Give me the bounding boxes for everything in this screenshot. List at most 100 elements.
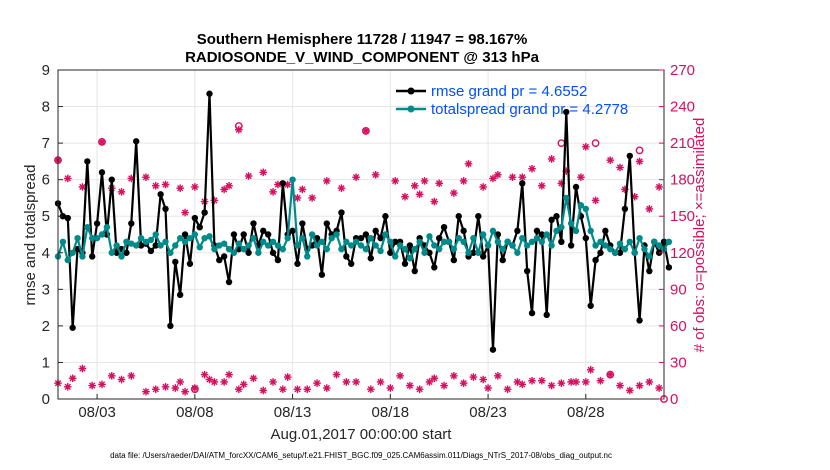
rmse-point [206, 90, 213, 97]
obs-marker-stroke [172, 384, 179, 392]
x-tick-label: 08/28 [567, 404, 605, 421]
obs-marker-stroke [416, 386, 423, 393]
obs-assimilated-marker [293, 385, 302, 394]
rmse-point [69, 324, 76, 331]
obs-assimilated-marker [88, 381, 97, 390]
totalspread-point [528, 238, 536, 246]
plot-frame [57, 69, 665, 400]
rmse-point [93, 220, 101, 227]
obs-marker-stroke [636, 382, 643, 389]
rmse-point [426, 249, 433, 256]
obs-assimilated-marker [142, 387, 150, 396]
rmse-point [137, 242, 145, 249]
y-tick-label: 3 [42, 281, 50, 298]
totalspread-point [616, 240, 624, 247]
rmse-point [665, 264, 673, 271]
obs-marker-stroke [240, 381, 247, 388]
totalspread-point [157, 242, 164, 249]
rmse-point [553, 213, 560, 220]
totalspread-point [626, 238, 633, 246]
totalspread-point [631, 249, 638, 256]
obs-marker-stroke [460, 379, 467, 387]
rmse-point [147, 247, 155, 255]
rmse-point [172, 258, 179, 266]
rmse-point [460, 227, 467, 235]
legend-rmse-label: rmse grand pr = 4.6552 [431, 83, 587, 100]
obs-possible-marker [361, 127, 370, 135]
obs-marker-stroke [162, 383, 169, 390]
obs-marker-stroke [558, 379, 565, 387]
rmse-point [98, 169, 106, 176]
totalspread-point [514, 249, 521, 256]
rmse-point [318, 271, 326, 278]
obs-marker-stroke [431, 198, 438, 205]
totalspread-point [260, 238, 267, 246]
obs-marker-stroke [225, 182, 233, 189]
rmse-point [567, 242, 575, 249]
obs-assimilated-marker [538, 376, 546, 385]
obs-assimilated-marker [425, 378, 434, 386]
totalspread-point [504, 238, 511, 246]
rmse-point [626, 152, 633, 160]
totalspread-point [206, 233, 213, 240]
totalspread-point [162, 238, 169, 246]
footnote: data file: /Users/raeder/DAI/ATM_forcXX/… [110, 451, 612, 460]
obs-marker-stroke [176, 378, 184, 386]
legend-spread-marker [407, 105, 415, 113]
obs-marker-stroke [646, 378, 653, 386]
obs-assimilated-marker [479, 375, 487, 384]
obs-marker-stroke [269, 378, 277, 386]
rmse-point [343, 253, 350, 260]
obs-assimilated-marker [513, 378, 522, 386]
left-y-axis: 0 1 2 3 4 5 6 7 8 9 [42, 62, 63, 408]
totalspread-point [494, 238, 502, 246]
rmse-point [167, 322, 174, 330]
y-tick-label: 9 [42, 62, 50, 79]
obs-marker-stroke [489, 175, 497, 182]
plot-area [58, 70, 664, 399]
obs-assimilated-marker [293, 194, 302, 202]
totalspread-point [279, 245, 287, 253]
totalspread-point [172, 242, 179, 249]
rmse-point [548, 216, 555, 224]
obs-possible-marker [190, 385, 199, 394]
obs-assimilated-marker [440, 381, 448, 390]
rmse-point [260, 227, 267, 235]
obs-assimilated-marker [435, 179, 443, 188]
totalspread-point [348, 242, 355, 249]
totalspread-point [646, 253, 653, 260]
obs-marker-stroke [367, 386, 374, 393]
obs-marker-stroke [294, 386, 301, 393]
obs-assimilated-marker [303, 385, 312, 394]
obs-assimilated-marker [557, 379, 566, 387]
obs-possible-marker [98, 137, 106, 146]
x-axis: 08/03 08/08 08/13 08/18 08/23 08/28 [78, 394, 605, 421]
obs-marker-stroke [607, 156, 614, 164]
obs-marker-stroke [377, 378, 384, 386]
totalspread-point [245, 242, 252, 249]
rmse-point [264, 231, 272, 238]
rmse-point [450, 256, 458, 264]
y-tick-label: 6 [42, 172, 50, 189]
obs-assimilated-marker [332, 370, 341, 379]
totalspread-point [665, 238, 673, 246]
y-tick-label: 0 [42, 391, 50, 408]
obs-assimilated-marker [386, 384, 395, 392]
chart-subtitle: RADIOSONDE_V_WIND_COMPONENT @ 313 hPa [185, 49, 540, 66]
rmse-point [558, 238, 565, 246]
obs-assimilated-marker [151, 181, 160, 190]
totalspread-point [137, 234, 145, 242]
obs-marker-stroke [655, 183, 663, 191]
rmse-point [372, 227, 379, 235]
rmse-point [528, 309, 536, 317]
obs-marker-stroke [465, 160, 472, 168]
y-tick-label: 7 [42, 135, 50, 152]
obs-marker-stroke [98, 138, 106, 146]
totalspread-point [98, 231, 106, 238]
rmse-point [479, 253, 487, 260]
obs-assimilated-marker [210, 196, 219, 205]
obs-marker-stroke [504, 386, 511, 393]
obs-assimilated-marker [322, 384, 331, 392]
obs-assimilated-marker [591, 196, 600, 205]
obs-assimilated-marker [430, 197, 439, 206]
